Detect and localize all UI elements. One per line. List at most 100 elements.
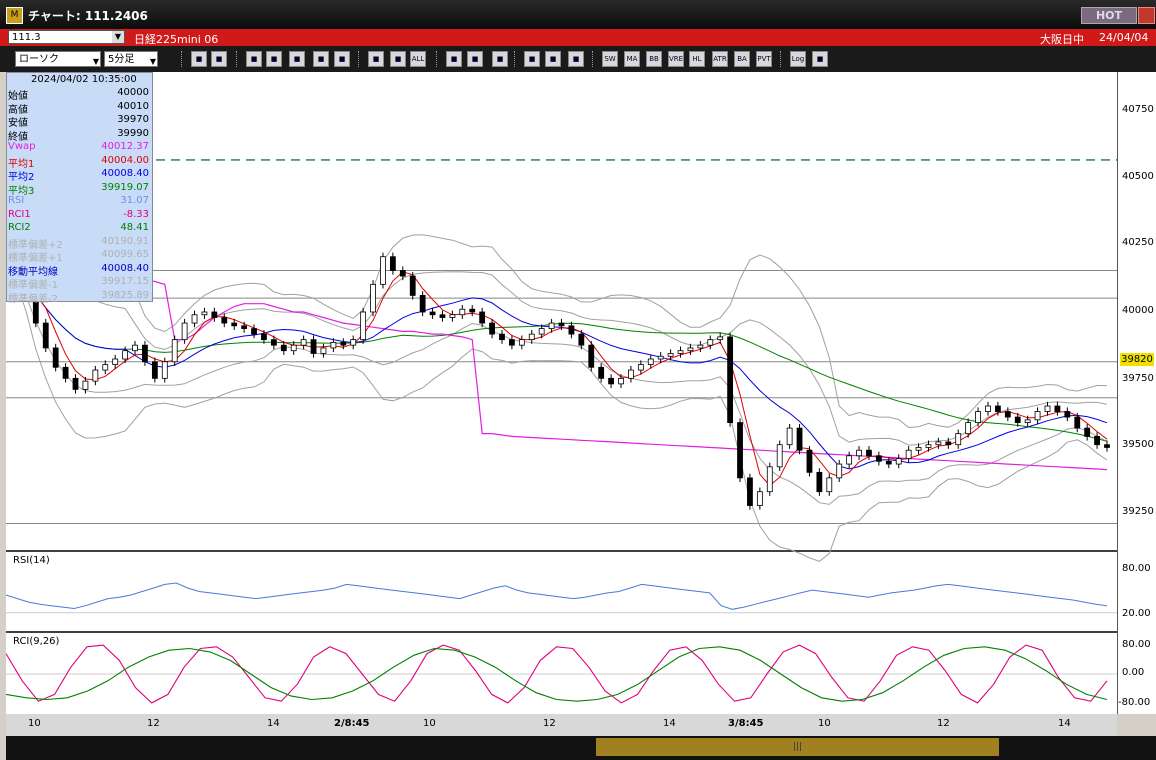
candle-body (251, 328, 257, 335)
bar-button[interactable]: ■ (289, 51, 305, 67)
candle-s-button[interactable]: ■ (246, 51, 262, 67)
bar-icon: ■ (293, 55, 301, 63)
pf-button[interactable]: ■ (313, 51, 329, 67)
candle-body (796, 427, 803, 451)
info-row: 標準偏差+1 40099.65 (7, 249, 152, 264)
candle-button[interactable]: ■ (368, 51, 384, 67)
window-titlebar: M チャート: 111.2406 HOT (0, 0, 1156, 29)
candle-body (479, 311, 486, 324)
time-label: 10 (818, 718, 831, 729)
info-row: RCI2 48.41 (7, 222, 152, 235)
candle-body (846, 455, 853, 465)
search-button[interactable]: ■ (191, 51, 207, 67)
chart-area[interactable]: RSI(14) RCI(9,26) (5, 72, 1117, 714)
candle-body (895, 458, 902, 465)
candle-body (1074, 416, 1081, 429)
info-key: 高値 (8, 104, 28, 116)
candle-body (816, 471, 823, 493)
candle-body (856, 449, 862, 457)
sw-button[interactable]: SW (602, 51, 618, 67)
candle-body (618, 377, 624, 385)
ma-button[interactable]: ■ (266, 51, 282, 67)
candle-body (270, 339, 277, 346)
kagi-button[interactable]: ■ (334, 51, 350, 67)
pen-button[interactable]: ■ (446, 51, 462, 67)
candle-body (72, 377, 79, 390)
candle-body (290, 344, 297, 352)
candle-body (231, 322, 238, 327)
candle-body (42, 322, 49, 349)
toolbar-separator (436, 51, 439, 67)
candle-body (727, 336, 734, 423)
candle-body (1034, 411, 1041, 421)
chart-type-value: ローソク (19, 54, 59, 65)
chart-type-select[interactable]: ローソク ▼ (15, 51, 101, 67)
close-button[interactable] (1138, 7, 1155, 24)
market-label: 大阪日中 (1040, 33, 1084, 46)
candle-body (1044, 405, 1051, 412)
hot-button[interactable]: HOT (1081, 7, 1137, 24)
time-label: 3/8:45 (728, 718, 764, 729)
bb-button[interactable]: BB (646, 51, 662, 67)
code-value: 111.3 (12, 32, 41, 43)
candle-body (439, 314, 446, 318)
settings-button[interactable]: ■ (524, 51, 540, 67)
candle-s-icon: ■ (250, 55, 258, 63)
exit-button[interactable]: ■ (812, 51, 828, 67)
candle-body (826, 477, 833, 493)
ba-button[interactable]: BA (734, 51, 750, 67)
arrow-button[interactable]: ■ (467, 51, 483, 67)
log-button[interactable]: Log (790, 51, 806, 67)
info-value: 48.41 (120, 222, 149, 233)
info-value: -8.33 (123, 208, 149, 220)
info-value: 31.07 (120, 195, 149, 206)
tool-icon: ■ (549, 55, 557, 63)
candle-body (588, 344, 595, 368)
period-select[interactable]: 5分足 ▼ (104, 51, 158, 67)
price-tick: 40500 (1122, 171, 1154, 182)
candle-body (756, 491, 763, 506)
price-tick: 39750 (1122, 373, 1154, 384)
cross-button[interactable]: ■ (211, 51, 227, 67)
all-button[interactable]: ALL (410, 51, 426, 67)
candle-body (737, 422, 743, 479)
candle2-button[interactable]: ■ (390, 51, 406, 67)
code-input[interactable]: 111.3 ▼ (8, 30, 125, 44)
scroll-thumb[interactable]: ||| (596, 738, 999, 756)
candle-body (419, 295, 426, 313)
candle-body (885, 460, 892, 465)
info-row: 始値 40000 (7, 87, 152, 102)
chevron-down-icon[interactable]: ▼ (112, 31, 124, 43)
price-tick: 40250 (1122, 237, 1154, 248)
candle-body (211, 311, 218, 318)
rci2-line (5, 646, 1108, 702)
hl-button[interactable]: HL (689, 51, 705, 67)
toolbar-separator (780, 51, 783, 67)
candle-body (875, 455, 882, 462)
undo-button[interactable]: ■ (492, 51, 508, 67)
overview-scrollbar[interactable]: ||| (6, 736, 1156, 760)
candle-body (112, 358, 119, 365)
ohlc-info-panel: 2024/04/02 10:35:00 始値 40000 高値 40010 安値 3997… (6, 72, 153, 305)
pvt-button[interactable]: PVT (756, 51, 772, 67)
candle-body (1104, 444, 1110, 448)
ma-button[interactable]: MA (624, 51, 640, 67)
tool-button[interactable]: ■ (545, 51, 561, 67)
candle-body (548, 322, 555, 329)
info-row: 平均2 40008.40 (7, 168, 152, 183)
time-label: 12 (543, 718, 556, 729)
atr-button[interactable]: ATR (712, 51, 728, 67)
candle-body (380, 256, 386, 285)
info-value: 40000 (117, 87, 149, 98)
candle-body (637, 364, 644, 371)
rsi-panel-label: RSI(14) (13, 555, 50, 566)
candle-body (915, 447, 922, 451)
candle-body (310, 339, 317, 354)
info-key: RCI2 (8, 222, 31, 233)
candle-body (509, 339, 515, 346)
toolbar-separator (514, 51, 517, 67)
candle-body (280, 344, 287, 352)
candle-body (995, 405, 1001, 412)
color-button[interactable]: ■ (568, 51, 584, 67)
vre-button[interactable]: VRE (668, 51, 684, 67)
